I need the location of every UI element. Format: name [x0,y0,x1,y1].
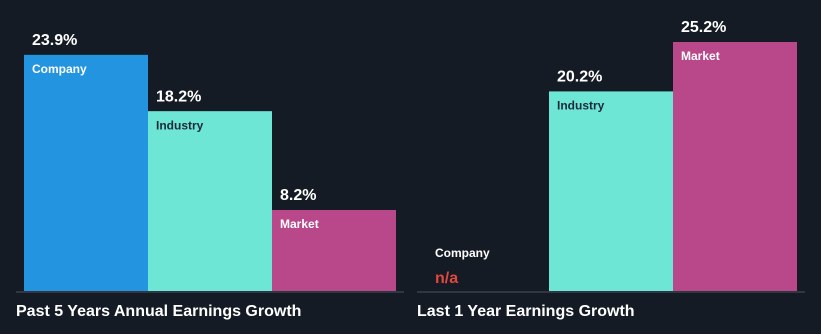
bar [549,91,673,292]
bar [673,42,797,291]
category-label: Industry [156,118,204,132]
value-label: n/a [435,270,458,287]
bar [24,54,148,291]
value-label: 25.2% [681,19,726,36]
value-label: 8.2% [280,187,316,204]
category-label: Market [681,49,720,63]
category-label: Market [280,217,319,231]
value-label: 20.2% [557,69,602,86]
bar [148,111,272,292]
bar [272,209,396,291]
value-label: 18.2% [156,88,201,105]
category-label: Industry [557,99,605,113]
chart-title: Past 5 Years Annual Earnings Growth [16,303,301,320]
category-label: Company [32,62,87,76]
value-label: 23.9% [32,32,77,49]
chart-title: Last 1 Year Earnings Growth [417,303,635,320]
category-label: Company [435,246,490,260]
